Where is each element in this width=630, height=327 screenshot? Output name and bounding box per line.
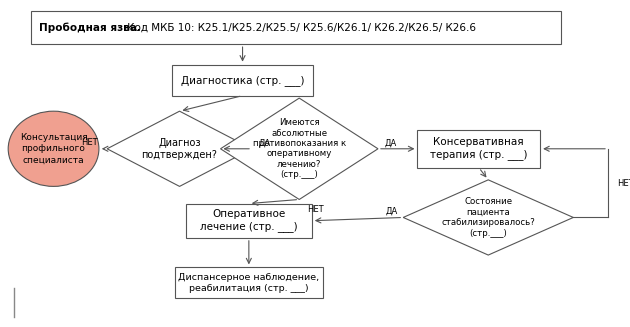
Text: НЕТ: НЕТ <box>307 205 323 215</box>
Polygon shape <box>403 180 573 255</box>
FancyBboxPatch shape <box>186 203 312 238</box>
FancyBboxPatch shape <box>171 64 314 95</box>
Text: НЕТ: НЕТ <box>81 138 98 147</box>
Text: Диагноз
подтвержден?: Диагноз подтвержден? <box>142 138 217 160</box>
Text: Имеются
абсолютные
противопоказания к
оперативному
лечению?
(стр.___): Имеются абсолютные противопоказания к оп… <box>253 118 346 179</box>
Text: Прободная язва.: Прободная язва. <box>39 23 141 33</box>
Text: Диагностика (стр. ___): Диагностика (стр. ___) <box>181 75 304 86</box>
FancyBboxPatch shape <box>175 267 323 298</box>
Text: Оперативное
лечение (стр. ___): Оперативное лечение (стр. ___) <box>200 209 297 232</box>
Text: Диспансерное наблюдение,
реабилитация (стр. ___): Диспансерное наблюдение, реабилитация (с… <box>178 273 319 293</box>
FancyBboxPatch shape <box>417 130 540 167</box>
Text: ДА: ДА <box>258 138 271 147</box>
Polygon shape <box>220 98 378 199</box>
Text: НЕТ: НЕТ <box>617 179 630 188</box>
Text: Код МКБ 10: К25.1/К25.2/К25.5/ К25.6/К26.1/ К26.2/К26.5/ К26.6: Код МКБ 10: К25.1/К25.2/К25.5/ К25.6/К26… <box>124 23 476 33</box>
Text: ДА: ДА <box>384 138 397 147</box>
Polygon shape <box>107 111 252 186</box>
Text: Состояние
пациента
стабилизировалось?
(стр.___): Состояние пациента стабилизировалось? (с… <box>442 198 535 237</box>
Ellipse shape <box>8 111 99 186</box>
Text: Консультация
профильного
специалиста: Консультация профильного специалиста <box>20 133 88 164</box>
Text: ДА: ДА <box>386 207 398 216</box>
Text: Консервативная
терапия (стр. ___): Консервативная терапия (стр. ___) <box>430 137 527 161</box>
FancyBboxPatch shape <box>32 11 561 44</box>
